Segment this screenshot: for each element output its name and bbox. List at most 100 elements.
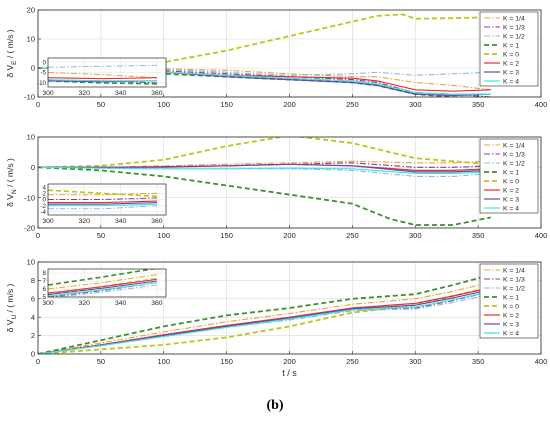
- x-tick-label: 200: [283, 357, 296, 366]
- legend-label: K = 2: [503, 313, 519, 320]
- x-tick-label: 100: [157, 231, 170, 240]
- y-tick-label: 0: [31, 163, 35, 172]
- inset-y-tick-label: -10: [37, 80, 47, 87]
- legend-label: K = 1/2: [503, 161, 525, 168]
- legend-label: K = 4: [503, 206, 519, 213]
- x-tick-label: 100: [157, 100, 170, 109]
- inset-x-tick-label: 320: [79, 218, 91, 225]
- inset-series-line: [50, 284, 157, 297]
- y-tick-label: 20: [27, 6, 35, 15]
- legend-box: [479, 138, 539, 214]
- legend-label: K = 0: [503, 304, 519, 311]
- y-axis-label: δ VE / ( m/s ): [5, 29, 18, 77]
- inset-series-line: [48, 269, 158, 286]
- inset-series-line: [48, 205, 157, 210]
- inset-y-tick-label: 0: [43, 197, 47, 204]
- inset-y-tick-label: -2: [40, 203, 46, 210]
- y-tick-label: 10: [27, 258, 35, 267]
- x-tick-label: 0: [36, 357, 40, 366]
- legend-label: K = 1/2: [503, 286, 525, 293]
- series-line: [38, 274, 491, 354]
- series-line: [38, 285, 491, 354]
- x-tick-label: 50: [97, 100, 105, 109]
- y-axis-label: δ VU / ( m/s ): [5, 284, 18, 333]
- x-tick-label: 350: [472, 231, 485, 240]
- y-tick-label: -10: [24, 93, 35, 102]
- legend-box: [479, 11, 539, 87]
- inset-x-tick-label: 360: [151, 300, 163, 307]
- legend-box: [479, 263, 539, 339]
- legend-label: K = 1/4: [503, 143, 525, 150]
- inset-y-tick-label: -4: [40, 209, 46, 216]
- panel-3: 0 50 100 150 200 250 300 350 400 0 2 4 6 8 10 δ VU / ( …: [5, 258, 547, 378]
- inset-y-tick-label: 4: [43, 184, 47, 191]
- inset-series-line: [48, 77, 157, 80]
- y-tick-label: 6: [31, 294, 35, 303]
- inset-x-tick-label: 340: [115, 300, 127, 307]
- series-line: [38, 137, 491, 169]
- inset-x-tick-label: 320: [79, 300, 91, 307]
- legend-label: K = 1: [503, 170, 519, 177]
- x-tick-label: 300: [409, 100, 422, 109]
- x-tick-label: 100: [157, 357, 170, 366]
- inset-x-tick-label: 300: [42, 218, 54, 225]
- y-tick-label: 2: [31, 331, 35, 340]
- inset-series-line: [48, 64, 157, 68]
- series-group: [38, 274, 491, 354]
- inset-series-line: [48, 72, 157, 79]
- x-tick-label: 350: [472, 357, 485, 366]
- inset-y-tick-label: 6: [43, 286, 47, 293]
- x-tick-label: 400: [535, 231, 548, 240]
- inset-frame: [47, 183, 167, 216]
- x-axis-label: t / s: [282, 368, 297, 378]
- inset-x-tick-label: 320: [79, 90, 91, 97]
- legend: K = 1/4 K = 1/3 K = 1/2 K = 1 K = 0 K = 2 K = …: [479, 138, 539, 214]
- inset-series-line: [48, 282, 157, 297]
- inset-x-tick-label: 360: [151, 90, 163, 97]
- y-tick-label: 10: [27, 35, 35, 44]
- inset-y-tick-label: -5: [40, 70, 46, 77]
- legend-label: K = 1/4: [503, 16, 525, 23]
- series-group: [38, 137, 491, 226]
- inset-y-tick-label: 8: [43, 270, 47, 277]
- inset-frame: [47, 268, 167, 298]
- x-tick-label: 0: [36, 100, 40, 109]
- series-line: [38, 287, 491, 354]
- inset-y-tick-label: 0: [43, 59, 47, 66]
- legend-label: K = 1/3: [503, 277, 525, 284]
- legend-label: K = 3: [503, 197, 519, 204]
- inset-series-line: [48, 278, 157, 294]
- inset-x-tick-label: 340: [115, 90, 127, 97]
- inset-x-tick-label: 300: [42, 300, 54, 307]
- inset-series-line: [48, 203, 157, 207]
- inset-series-line: [48, 282, 157, 297]
- figure-caption: (b): [266, 398, 284, 413]
- x-tick-label: 0: [36, 231, 40, 240]
- x-tick-label: 400: [535, 100, 548, 109]
- y-tick-label: 4: [31, 313, 35, 322]
- inset-series-line: [48, 200, 157, 204]
- legend: K = 1/4 K = 1/3 K = 1/2 K = 1 K = 0 K = 2 K = …: [479, 263, 539, 339]
- series-line: [38, 166, 491, 226]
- legend-label: K = 3: [503, 322, 519, 329]
- y-tick-label: -10: [24, 193, 35, 202]
- legend-label: K = 1/4: [503, 268, 525, 275]
- y-axis-label: δ VN / ( m/s ): [5, 158, 18, 207]
- legend-label: K = 3: [503, 70, 519, 77]
- inset-series-line: [48, 202, 157, 205]
- x-tick-label: 50: [97, 357, 105, 366]
- legend-label: K = 1/3: [503, 25, 525, 32]
- legend-label: K = 0: [503, 179, 519, 186]
- inset-series-group: [48, 189, 157, 210]
- inset-series-line: [48, 197, 157, 200]
- y-tick-label: 10: [27, 133, 35, 142]
- inset-series-group: [48, 64, 157, 85]
- series-line: [38, 166, 491, 174]
- y-tick-label: 8: [31, 276, 35, 285]
- x-tick-label: 250: [346, 100, 359, 109]
